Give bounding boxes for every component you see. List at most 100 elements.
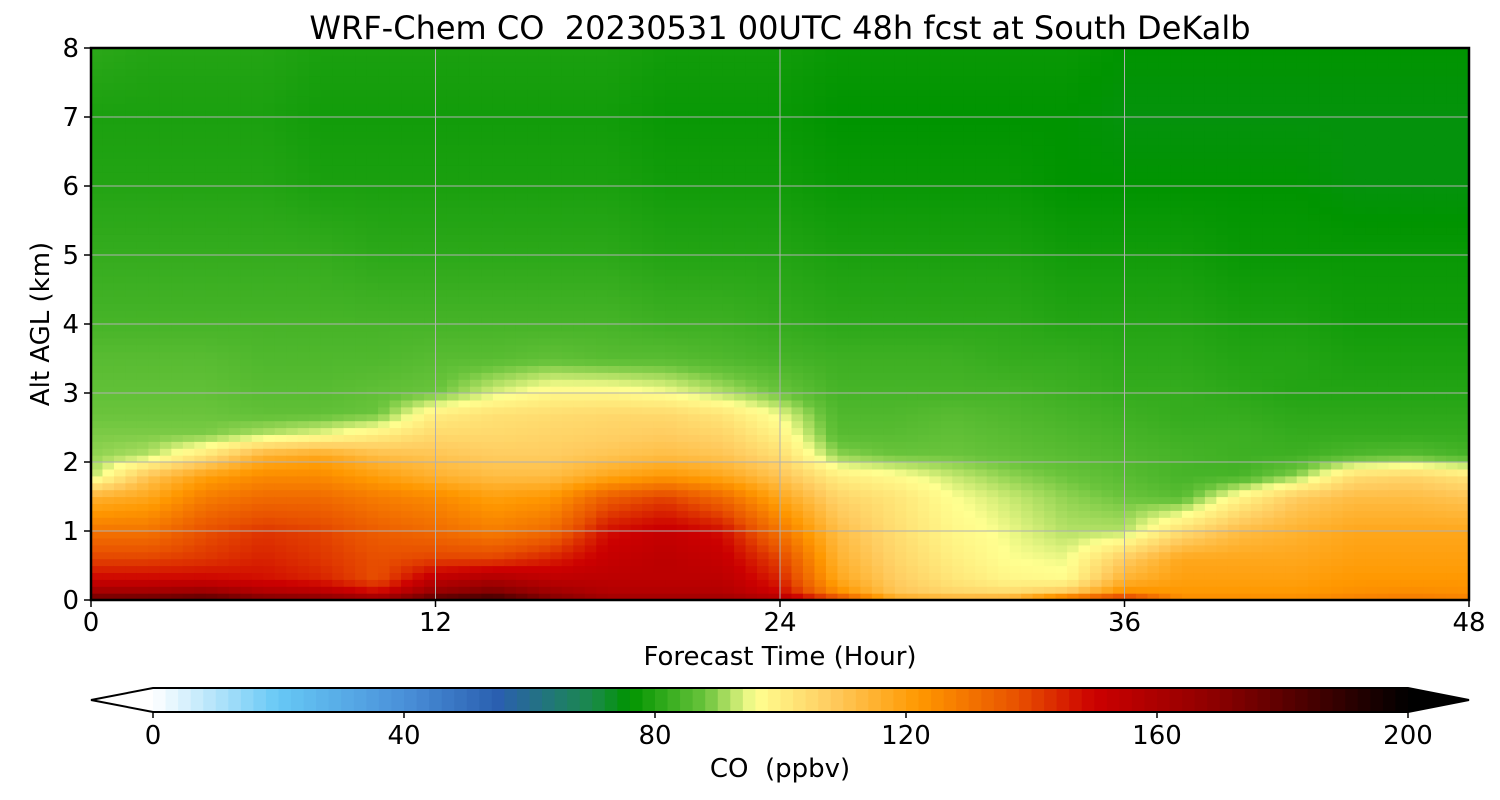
heatmap-cell — [527, 386, 540, 394]
heatmap-cell — [688, 337, 701, 346]
heatmap-cell — [619, 213, 632, 222]
heatmap-cell — [802, 510, 816, 518]
heatmap-cell — [596, 427, 609, 435]
heatmap-cell — [607, 351, 620, 360]
heatmap-cell — [240, 531, 253, 539]
heatmap-cell — [91, 551, 104, 560]
heatmap-cell — [435, 441, 448, 449]
heatmap-cell — [125, 303, 138, 311]
heatmap-cell — [113, 517, 127, 525]
heatmap-cell — [745, 406, 758, 415]
heatmap-cell — [768, 455, 781, 463]
heatmap-cell — [309, 123, 322, 132]
heatmap-cell — [113, 248, 127, 256]
heatmap-cell — [171, 517, 184, 525]
heatmap-cell — [573, 565, 586, 573]
heatmap-cell — [240, 386, 253, 394]
heatmap-cell — [791, 213, 804, 222]
heatmap-cell — [768, 172, 781, 180]
heatmap-cell — [332, 227, 345, 235]
heatmap-cell — [113, 551, 127, 560]
heatmap-cell — [665, 448, 678, 456]
heatmap-cell — [665, 434, 678, 442]
heatmap-cell — [263, 482, 276, 491]
heatmap-cell — [527, 330, 540, 339]
heatmap-cell — [148, 579, 161, 587]
heatmap-cell — [607, 393, 620, 401]
heatmap-cell — [446, 565, 460, 573]
heatmap-cell — [102, 248, 115, 256]
heatmap-cell — [527, 186, 540, 194]
heatmap-cell — [171, 420, 184, 429]
heatmap-cell — [194, 248, 207, 256]
heatmap-cell — [378, 220, 391, 228]
heatmap-cell — [446, 413, 460, 422]
heatmap-cell — [688, 103, 701, 111]
heatmap-cell — [320, 386, 333, 394]
heatmap-cell — [217, 158, 230, 166]
heatmap-cell — [182, 151, 195, 159]
heatmap-cell — [286, 413, 299, 422]
heatmap-cell — [711, 586, 724, 594]
heatmap-cell — [469, 531, 483, 539]
heatmap-cell — [596, 544, 609, 553]
heatmap-cell — [768, 241, 781, 249]
heatmap-cell — [102, 579, 115, 587]
heatmap-cell — [91, 344, 104, 353]
heatmap-cell — [734, 324, 747, 332]
heatmap-cell — [607, 496, 620, 504]
heatmap-cell — [171, 455, 184, 463]
heatmap-cell — [768, 213, 781, 222]
heatmap-cell — [538, 441, 551, 449]
heatmap-cell — [688, 551, 701, 560]
heatmap-cell — [171, 399, 184, 408]
heatmap-cell — [251, 551, 264, 560]
heatmap-cell — [91, 475, 104, 484]
heatmap-cell — [630, 406, 643, 415]
heatmap-cell — [251, 137, 264, 146]
heatmap-cell — [780, 137, 793, 146]
heatmap-cell — [642, 434, 655, 442]
heatmap-cell — [286, 130, 299, 139]
heatmap-cell — [653, 406, 666, 415]
heatmap-cell — [550, 158, 563, 166]
heatmap-cell — [768, 393, 781, 401]
heatmap-cell — [527, 82, 540, 90]
heatmap-cell — [469, 213, 483, 222]
heatmap-cell — [435, 89, 448, 97]
heatmap-cell — [584, 213, 597, 222]
heatmap-cell — [102, 179, 115, 187]
heatmap-cell — [240, 462, 253, 470]
heatmap-cell — [596, 241, 609, 249]
heatmap-cell — [424, 406, 437, 415]
heatmap-cell — [343, 206, 356, 215]
heatmap-cell — [309, 406, 322, 415]
heatmap-cell — [630, 268, 643, 277]
heatmap-cell — [642, 330, 655, 339]
heatmap-cell — [412, 172, 425, 180]
heatmap-cell — [665, 130, 678, 139]
heatmap-cell — [722, 386, 735, 394]
heatmap-cell — [780, 434, 793, 442]
heatmap-cell — [366, 213, 379, 222]
heatmap-cell — [332, 137, 345, 146]
heatmap-cell — [561, 462, 574, 470]
heatmap-cell — [309, 75, 322, 84]
heatmap-cell — [355, 337, 368, 346]
heatmap-cell — [378, 427, 391, 435]
heatmap-cell — [446, 441, 460, 449]
heatmap-cell — [251, 324, 264, 332]
heatmap-cell — [722, 117, 735, 125]
heatmap-cell — [515, 317, 528, 325]
heatmap-cell — [309, 365, 322, 373]
heatmap-cell — [263, 296, 276, 304]
heatmap-cell — [458, 358, 471, 366]
heatmap-cell — [424, 448, 437, 456]
heatmap-cell — [538, 110, 551, 118]
heatmap-cell — [768, 427, 781, 435]
heatmap-cell — [159, 524, 172, 532]
heatmap-cell — [481, 282, 494, 291]
heatmap-cell — [481, 89, 494, 97]
heatmap-cell — [125, 275, 138, 284]
heatmap-cell — [217, 103, 230, 111]
